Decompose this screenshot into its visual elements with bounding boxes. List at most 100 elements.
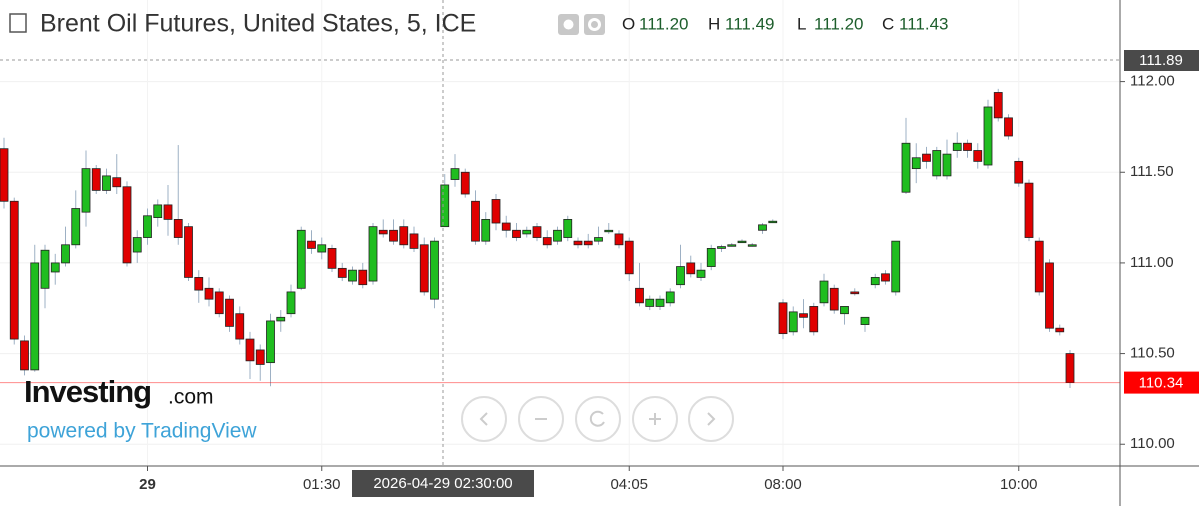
ohlc-value: 111.49 (725, 14, 774, 33)
x-tick-label: 04:05 (610, 476, 648, 493)
candle-body (768, 220, 778, 224)
candle-body (307, 240, 316, 249)
nav-buttons (461, 396, 734, 442)
candle-body (522, 229, 532, 235)
candle-body (573, 240, 583, 246)
candle-body (102, 175, 111, 191)
candle-body (501, 222, 511, 231)
candle-body (901, 142, 911, 193)
candle-body (635, 287, 644, 304)
candle-body (1014, 160, 1024, 184)
crosshair-price: 111.89 (1139, 52, 1183, 69)
candle-body (1055, 327, 1065, 333)
crosshair-time: 2026-04-29 02:30:00 (373, 475, 512, 492)
candle-body (665, 291, 675, 304)
candle-body (963, 142, 972, 151)
candle-body (358, 269, 368, 286)
candle-body (225, 298, 234, 327)
candle-body (460, 171, 470, 195)
candle-body (317, 244, 327, 253)
candle-body (594, 237, 603, 242)
candle-body (881, 273, 890, 282)
candle-body (532, 226, 542, 238)
candle-body (778, 302, 788, 335)
candle-body (235, 313, 245, 340)
candle-body (563, 219, 573, 238)
candle-body (512, 229, 521, 238)
candle-body (30, 262, 40, 371)
candle-body (20, 340, 29, 371)
candle-body (368, 226, 378, 282)
candle-body (337, 267, 347, 278)
crosshair-time-box (352, 470, 534, 497)
candle-body (0, 148, 9, 202)
candle-body (112, 177, 122, 188)
ohlc-label: L (797, 14, 806, 33)
ohlc-value: 111.43 (899, 14, 948, 33)
brand-suffix: .com (168, 386, 214, 409)
candle-body (440, 184, 450, 228)
candle-body (717, 246, 726, 249)
settings-button[interactable] (584, 14, 605, 35)
candle-body (993, 92, 1003, 119)
candle-body (829, 287, 839, 311)
candle-body (81, 168, 91, 213)
candle-body (122, 186, 132, 264)
candle-body (296, 229, 306, 289)
scroll-right-button[interactable] (688, 396, 734, 442)
candle-body (204, 287, 214, 300)
x-tick-label: 08:00 (764, 476, 802, 493)
candle-body (132, 237, 142, 253)
left-arrow (479, 412, 488, 426)
candle-body (860, 316, 870, 325)
candle-body (696, 269, 706, 278)
scroll-left-button[interactable] (461, 396, 507, 442)
candle-body (1024, 182, 1034, 238)
candle-body (624, 240, 634, 275)
candle-body (747, 244, 757, 247)
symbol-icon[interactable] (9, 13, 27, 33)
candle-body (604, 229, 614, 233)
candle-body (61, 244, 70, 264)
candle-body (911, 157, 921, 170)
candle-body (932, 150, 942, 177)
right-arrow (707, 412, 716, 426)
plus (649, 413, 661, 425)
candle-body (430, 240, 439, 300)
candle-body (194, 277, 204, 291)
reset-arrow (589, 410, 605, 427)
candle-body (799, 313, 808, 318)
candle-body (491, 199, 501, 224)
candle-body (942, 153, 952, 177)
candle-body (922, 153, 931, 162)
ohlc-value: 111.20 (639, 14, 688, 33)
candle-body (737, 240, 747, 244)
y-tick-label: 111.50 (1130, 163, 1174, 180)
candle-body (1004, 117, 1013, 137)
candle-body (91, 168, 101, 191)
reset-button[interactable] (575, 396, 621, 442)
y-tick-label: 110.00 (1130, 435, 1175, 452)
candle-body (286, 291, 296, 315)
candle-body (143, 215, 152, 238)
candle-body (9, 200, 19, 340)
candle-body (891, 240, 901, 293)
candle-body (676, 266, 685, 286)
candle-body (378, 229, 388, 235)
candle-body (71, 208, 81, 246)
candle-body (850, 291, 860, 295)
candle-body (419, 244, 429, 293)
x-tick-label: 01:30 (303, 476, 341, 493)
candle-body (399, 226, 409, 246)
y-tick-label: 110.50 (1130, 345, 1175, 362)
candle-body (266, 320, 275, 364)
candle-body (1045, 262, 1054, 329)
candle-body (40, 249, 50, 289)
nav-icons (479, 410, 716, 427)
x-tick-label: 10:00 (1000, 476, 1038, 493)
candle-body (471, 200, 480, 242)
y-tick-label: 112.00 (1130, 73, 1175, 90)
candle-body (245, 338, 255, 362)
